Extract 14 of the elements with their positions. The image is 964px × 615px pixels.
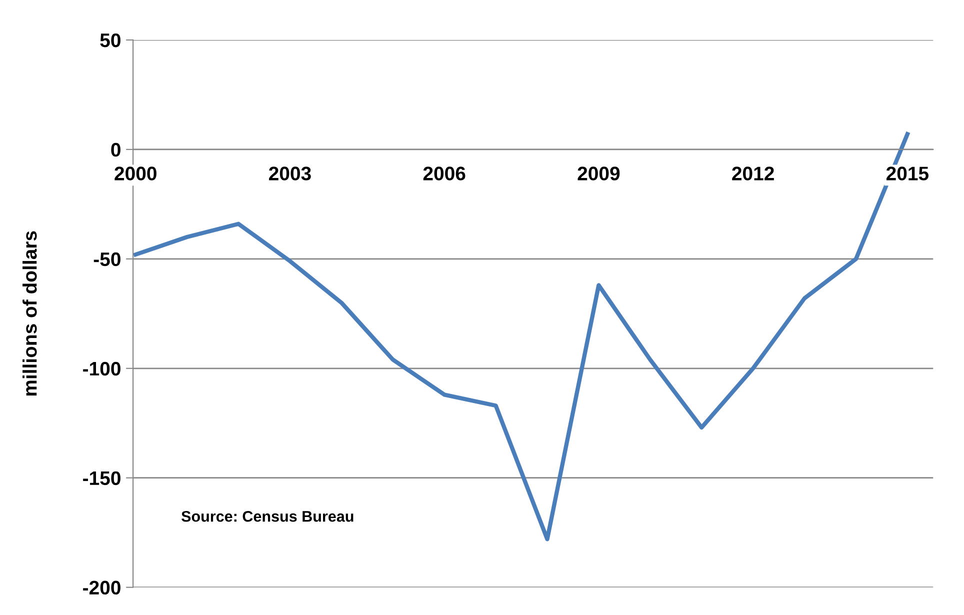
x-tick-label: 2015 bbox=[886, 166, 929, 180]
y-tick-label: 50 bbox=[100, 33, 120, 48]
annotation: Source: Census Bureau bbox=[181, 510, 354, 522]
y-tick-label: 0 bbox=[111, 142, 120, 157]
y-tick-label: -150 bbox=[83, 471, 120, 486]
y-tick-label: -100 bbox=[83, 362, 120, 376]
x-tick-label: 2003 bbox=[269, 166, 311, 180]
y-axis-title: millions of dollars bbox=[22, 231, 37, 396]
x-tick-label: 2012 bbox=[732, 166, 774, 180]
x-tick-label: 2000 bbox=[114, 166, 156, 180]
y-tick-label: -50 bbox=[94, 252, 120, 266]
x-tick-label: 2006 bbox=[423, 166, 466, 180]
x-tick-label: 2009 bbox=[578, 166, 620, 180]
y-tick-label: -200 bbox=[83, 580, 120, 595]
